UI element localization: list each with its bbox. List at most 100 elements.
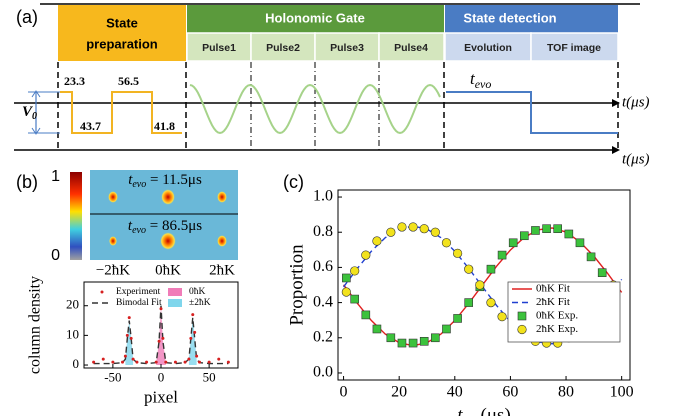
panel-b: (b) 1 0 tevo = 11.5μs tevo = 86.5μs −2ħK… [16, 168, 238, 278]
legend-swatch [168, 288, 182, 296]
y-tick-label: 0.6 [313, 258, 333, 275]
marker [174, 361, 177, 364]
marker [454, 314, 462, 322]
t-sub: evo [132, 179, 146, 190]
marker [198, 361, 201, 364]
marker [554, 225, 562, 233]
marker [576, 239, 584, 247]
x-axis-label: pixel [144, 388, 178, 407]
marker [409, 339, 417, 347]
legend-label: 0ħK Fit [536, 283, 570, 295]
step-label: TOF image [547, 42, 601, 54]
marker [465, 299, 473, 307]
atom-cloud [217, 235, 227, 247]
stage-title: State [106, 15, 138, 30]
step-label: Pulse2 [266, 42, 300, 54]
marker [135, 361, 138, 364]
marker [409, 223, 418, 232]
marker [543, 225, 551, 233]
legend-swatch [518, 312, 526, 320]
panel-label: (a) [16, 7, 38, 27]
marker [351, 295, 359, 303]
arrow-head [612, 99, 620, 107]
marker [598, 269, 606, 277]
legend-swatch [168, 299, 182, 307]
x-tick-label: -50 [104, 369, 121, 384]
marker [398, 223, 407, 232]
marker [442, 238, 451, 247]
step-label: Evolution [464, 42, 512, 54]
atom-cloud [161, 189, 175, 205]
y-tick-label: 0.4 [313, 293, 333, 310]
marker [208, 361, 211, 364]
colorbar-tick: 0 [51, 247, 60, 264]
marker [373, 237, 382, 246]
marker [161, 337, 164, 340]
marker [431, 228, 440, 237]
marker [189, 337, 192, 340]
legend-label: Bimodal Fit [116, 298, 162, 308]
marker [158, 340, 161, 343]
marker [184, 361, 187, 364]
y-tick-label: 0 [73, 356, 80, 371]
marker [498, 251, 506, 259]
t-sub: evo [132, 225, 146, 236]
arrow-head [612, 146, 620, 154]
marker [350, 267, 359, 276]
marker [453, 249, 462, 258]
marker [102, 358, 105, 361]
x-axis-label: tevo(μs) [457, 406, 511, 416]
legend-label: 2ħK Exp. [536, 323, 578, 335]
marker [217, 358, 220, 361]
x-label-rest: (μs) [481, 406, 511, 416]
marker [362, 251, 371, 260]
marker [227, 361, 230, 364]
marker [431, 334, 439, 342]
t-sub: evo [475, 77, 492, 91]
y-tick-label: 10 [66, 326, 79, 341]
legend-label: 0ħK [189, 287, 206, 297]
level-label: 23.3 [64, 74, 85, 88]
momentum-label: 2ħK [209, 262, 235, 278]
axis-label: t(μs) [622, 151, 650, 167]
marker [145, 361, 148, 364]
level-label: 56.5 [118, 74, 139, 88]
marker [193, 331, 196, 334]
momentum-label: −2ħK [96, 262, 130, 278]
marker [487, 298, 496, 307]
marker [362, 311, 370, 319]
y-tick-label: 0.8 [313, 223, 333, 240]
y-axis-label: Proportion [286, 244, 307, 326]
y-tick-label: 1.0 [313, 188, 333, 205]
stage-title: preparation [86, 36, 158, 51]
marker [132, 358, 135, 361]
y-tick-label: 0.0 [313, 364, 333, 381]
t-rest: = 11.5μs [146, 172, 202, 188]
marker [487, 265, 495, 273]
x-tick-label: 20 [391, 383, 407, 400]
chart: 0.00.20.40.60.81.0020406080100tevo(μs)Pr… [286, 188, 633, 416]
step-label: Pulse3 [330, 42, 364, 54]
marker [387, 228, 396, 237]
marker [420, 337, 428, 345]
marker [531, 226, 539, 234]
x-tick-label: 50 [203, 369, 216, 384]
marker [442, 325, 450, 333]
marker [92, 361, 95, 364]
panel-a: (a) State preparation Holonomic Gate Pul… [14, 4, 650, 167]
marker [464, 265, 473, 274]
momentum-label: 0ħK [155, 262, 181, 278]
t-rest: = 86.5μs [146, 218, 202, 234]
marker [342, 288, 351, 297]
stage-title: Holonomic Gate [265, 10, 365, 25]
x-tick-label: 60 [502, 383, 518, 400]
axis-label: t(μs) [622, 94, 650, 110]
marker [130, 337, 133, 340]
marker [373, 325, 381, 333]
colorbar [70, 172, 82, 260]
legend-label: 2ħK Fit [536, 296, 570, 308]
atom-cloud [109, 236, 117, 246]
panel-label: (b) [16, 172, 38, 192]
marker [520, 232, 528, 240]
marker [476, 281, 485, 290]
